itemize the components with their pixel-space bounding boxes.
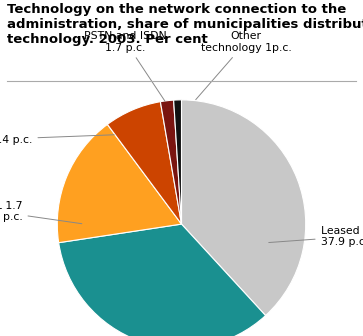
Text: Leased line
37.9 p.c.: Leased line 37.9 p.c. — [269, 226, 363, 247]
Text: Technology on the network connection to the
administration, share of municipalit: Technology on the network connection to … — [7, 3, 363, 46]
Text: xDSL 1.7
p.c.: xDSL 1.7 p.c. — [0, 201, 82, 224]
Wedge shape — [182, 100, 306, 316]
Text: Wireless 7.4 p.c.: Wireless 7.4 p.c. — [0, 135, 114, 144]
Wedge shape — [57, 124, 182, 243]
Text: PSTN and ISDN
1.7 p.c.: PSTN and ISDN 1.7 p.c. — [84, 31, 167, 101]
Wedge shape — [174, 100, 182, 224]
Wedge shape — [160, 100, 182, 224]
Wedge shape — [107, 102, 182, 224]
Wedge shape — [59, 224, 266, 336]
Text: Other
technology 1p.c.: Other technology 1p.c. — [196, 31, 291, 100]
